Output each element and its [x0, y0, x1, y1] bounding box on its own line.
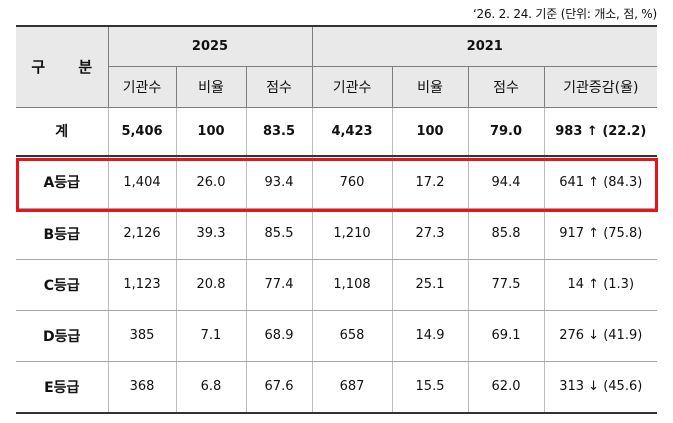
- cell-2025-score: 77.4: [245, 259, 313, 311]
- cell-2021-ratio: 15.5: [391, 361, 469, 414]
- cell-2021-score: 69.1: [467, 310, 545, 362]
- table-row-total: 계 5,406 100 83.5 4,423 100 79.0 983 ↑ (2…: [16, 107, 658, 157]
- cell-change: 917 ↑ (75.8): [543, 208, 658, 260]
- header-row-columns: 기관수 비율 점수 기관수 비율 점수 기관증감(율): [16, 65, 658, 108]
- row-label: A등급: [16, 156, 109, 209]
- cell-2025-count: 1,404: [107, 156, 177, 209]
- cell-2025-count: 2,126: [107, 208, 177, 260]
- col-header-2021-score: 점수: [467, 65, 545, 108]
- cell-2021-score: 79.0: [467, 107, 545, 157]
- cell-2021-score: 62.0: [467, 361, 545, 414]
- cell-2025-score: 83.5: [245, 107, 313, 157]
- cell-2025-score: 67.6: [245, 361, 313, 414]
- cell-change: 641 ↑ (84.3): [543, 156, 658, 209]
- cell-2021-count: 4,423: [311, 107, 393, 157]
- col-header-2025-ratio: 비율: [175, 65, 247, 108]
- col-header-2025-count: 기관수: [108, 65, 177, 108]
- cell-2021-score: 94.4: [467, 156, 545, 209]
- cell-2021-count: 1,108: [311, 259, 393, 311]
- cell-2021-ratio: 27.3: [391, 208, 469, 260]
- cell-2021-score: 77.5: [467, 259, 545, 311]
- table-row-grade-c: C등급 1,123 20.8 77.4 1,108 25.1 77.5 14 ↑…: [16, 259, 658, 311]
- cell-2021-count: 1,210: [311, 208, 393, 260]
- cell-2021-count: 687: [311, 361, 393, 414]
- cell-change: 313 ↓ (45.6): [543, 361, 658, 414]
- row-label: C등급: [16, 259, 109, 311]
- cell-2025-ratio: 6.8: [175, 361, 247, 414]
- unit-note: ‘26. 2. 24. 기준 (단위: 개소, 점, %): [472, 7, 657, 21]
- cell-2021-ratio: 25.1: [391, 259, 469, 311]
- row-label: 계: [16, 107, 109, 157]
- category-header: 구 분: [16, 25, 109, 108]
- cell-2025-ratio: 39.3: [175, 208, 247, 260]
- year-2025-header: 2025: [107, 25, 313, 67]
- cell-2025-score: 85.5: [245, 208, 313, 260]
- cell-2025-count: 5,406: [107, 107, 177, 157]
- cell-2025-count: 385: [107, 310, 177, 362]
- row-label: E등급: [16, 361, 109, 414]
- cell-change: 14 ↑ (1.3): [543, 259, 658, 311]
- cell-2025-ratio: 100: [175, 107, 247, 157]
- col-header-change: 기관증감(율): [543, 65, 658, 108]
- cell-2021-count: 658: [311, 310, 393, 362]
- cell-2021-ratio: 14.9: [391, 310, 469, 362]
- grade-comparison-table: 구 분 2025 2021 기관수 비율 점수 기관수 비율 점수 기관증감(율…: [16, 25, 658, 414]
- year-2021-header: 2021: [311, 25, 658, 67]
- cell-2021-ratio: 100: [391, 107, 469, 157]
- cell-change: 276 ↓ (41.9): [543, 310, 658, 362]
- cell-2025-ratio: 20.8: [175, 259, 247, 311]
- header-row-years: 구 분 2025 2021: [16, 25, 658, 108]
- cell-2021-score: 85.8: [467, 208, 545, 260]
- row-label: B등급: [16, 208, 109, 260]
- cell-2025-count: 368: [107, 361, 177, 414]
- table-row-grade-d: D등급 385 7.1 68.9 658 14.9 69.1 276 ↓ (41…: [16, 310, 658, 362]
- table-row-grade-b: B등급 2,126 39.3 85.5 1,210 27.3 85.8 917 …: [16, 208, 658, 260]
- col-header-2021-ratio: 비율: [391, 65, 469, 108]
- col-header-2021-count: 기관수: [311, 65, 393, 108]
- col-header-2025-score: 점수: [245, 65, 313, 108]
- cell-2025-count: 1,123: [107, 259, 177, 311]
- cell-2021-ratio: 17.2: [391, 156, 469, 209]
- cell-2021-count: 760: [311, 156, 393, 209]
- table-row-grade-e: E등급 368 6.8 67.6 687 15.5 62.0 313 ↓ (45…: [16, 361, 658, 414]
- cell-2025-ratio: 26.0: [175, 156, 247, 209]
- cell-2025-score: 68.9: [245, 310, 313, 362]
- cell-2025-ratio: 7.1: [175, 310, 247, 362]
- cell-2025-score: 93.4: [245, 156, 313, 209]
- table-row-grade-a: A등급 1,404 26.0 93.4 760 17.2 94.4 641 ↑ …: [16, 156, 658, 209]
- row-label: D등급: [16, 310, 109, 362]
- cell-change: 983 ↑ (22.2): [543, 107, 658, 157]
